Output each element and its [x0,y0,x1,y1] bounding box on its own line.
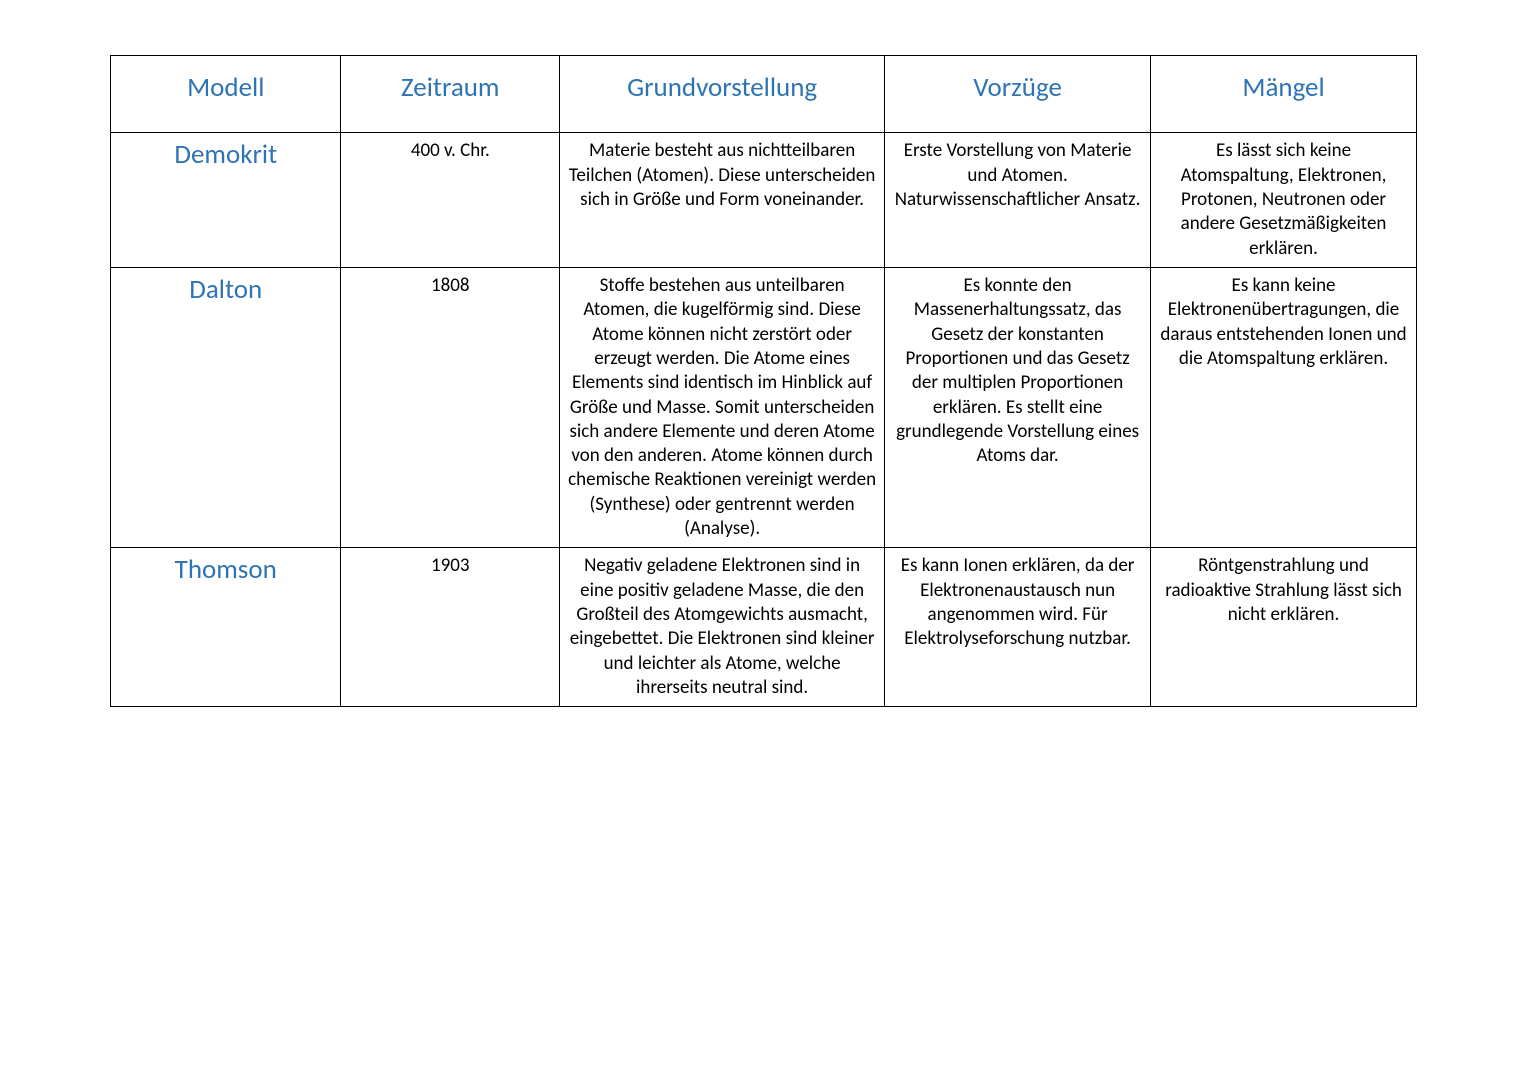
col-header-modell: Modell [111,56,341,133]
cell-grundvorstellung: Materie besteht aus nichtteilbaren Teilc… [560,133,885,268]
cell-grundvorstellung: Negativ geladene Elektronen sind in eine… [560,548,885,707]
col-header-zeitraum: Zeitraum [341,56,560,133]
table-header-row: Modell Zeitraum Grundvorstellung Vorzüge… [111,56,1417,133]
cell-zeitraum: 400 v. Chr. [341,133,560,268]
cell-maengel: Es kann keine Elektronenübertragungen, d… [1151,267,1417,547]
table-row: Dalton 1808 Stoffe bestehen aus unteilba… [111,267,1417,547]
cell-modell: Thomson [111,548,341,707]
cell-vorzuege: Es konnte den Massenerhaltungssatz, das … [885,267,1151,547]
cell-grundvorstellung: Stoffe bestehen aus unteilbaren Atomen, … [560,267,885,547]
cell-maengel: Es lässt sich keine Atomspaltung, Elektr… [1151,133,1417,268]
cell-zeitraum: 1808 [341,267,560,547]
cell-zeitraum: 1903 [341,548,560,707]
atom-models-table: Modell Zeitraum Grundvorstellung Vorzüge… [110,55,1417,707]
table-row: Demokrit 400 v. Chr. Materie besteht aus… [111,133,1417,268]
col-header-vorzuege: Vorzüge [885,56,1151,133]
cell-modell: Dalton [111,267,341,547]
col-header-maengel: Mängel [1151,56,1417,133]
cell-vorzuege: Erste Vorstellung von Materie und Atomen… [885,133,1151,268]
table-row: Thomson 1903 Negativ geladene Elektronen… [111,548,1417,707]
cell-maengel: Röntgenstrahlung und radioaktive Strahlu… [1151,548,1417,707]
col-header-grundvorstellung: Grundvorstellung [560,56,885,133]
document-page: Modell Zeitraum Grundvorstellung Vorzüge… [0,0,1527,707]
cell-modell: Demokrit [111,133,341,268]
cell-vorzuege: Es kann Ionen erklären, da der Elektrone… [885,548,1151,707]
